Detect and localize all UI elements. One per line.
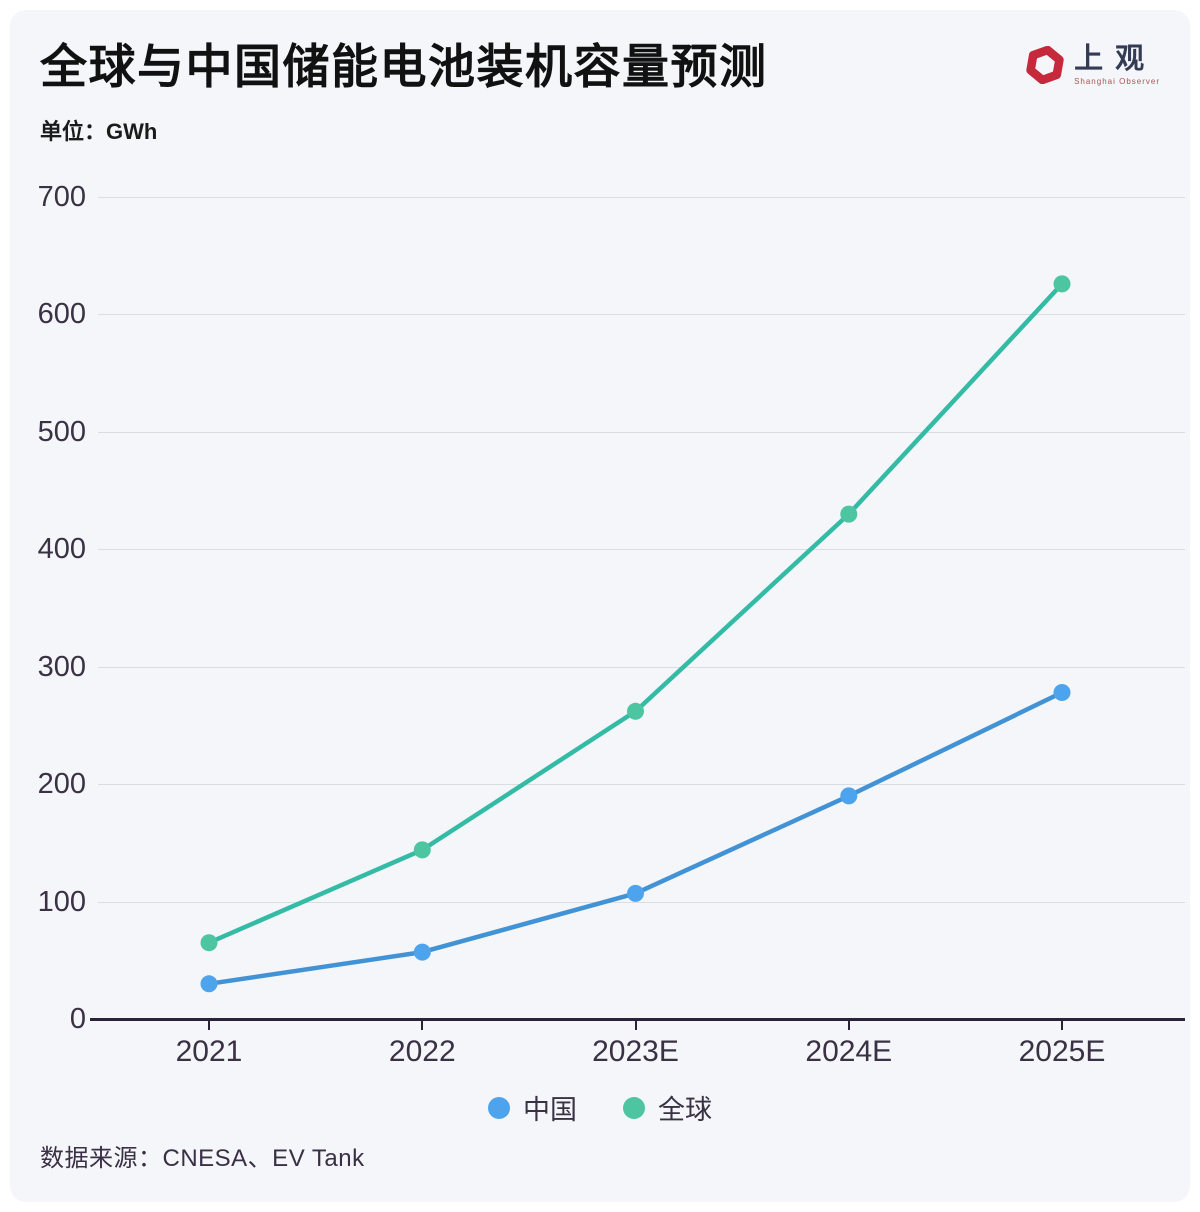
chart-legend: 中国 全球 xyxy=(10,1088,1190,1127)
data-point xyxy=(840,787,858,805)
legend-label-global: 全球 xyxy=(658,1095,712,1125)
data-source: 数据来源：CNESA、EV Tank xyxy=(40,1145,365,1172)
x-axis-line xyxy=(90,1018,1185,1021)
x-axis-tick-label: 2023E xyxy=(592,1035,679,1068)
unit-label: 单位：GWh xyxy=(40,119,158,144)
data-point xyxy=(1053,684,1071,701)
legend-item-global: 全球 xyxy=(623,1088,712,1127)
data-point xyxy=(413,841,431,859)
y-axis-tick-label: 300 xyxy=(37,650,86,683)
gridline xyxy=(98,666,1185,668)
legend-dot-global xyxy=(623,1096,645,1119)
data-point xyxy=(627,884,644,902)
series-line-0 xyxy=(206,690,1065,987)
plot-area xyxy=(200,275,1071,993)
x-axis-tick-label: 2025E xyxy=(1018,1035,1106,1068)
x-axis-tick xyxy=(1061,1021,1063,1030)
gridline xyxy=(98,314,1185,316)
y-axis-tick-label: 0 xyxy=(69,1003,86,1035)
page-title: 全球与中国储能电池装机容量预测 xyxy=(40,40,768,93)
x-axis-tick xyxy=(634,1021,637,1030)
data-point xyxy=(1053,275,1071,293)
chart-card: 全球与中国储能电池装机容量预测 上观 Shanghai Observer 单位：… xyxy=(10,10,1190,1202)
y-axis-tick-label: 700 xyxy=(37,181,86,213)
logo-text-block: 上观 Shanghai Observer xyxy=(1074,43,1160,86)
data-point xyxy=(200,934,218,952)
y-axis-tick-label: 400 xyxy=(37,533,86,566)
gridline xyxy=(98,901,1185,903)
x-axis-tick xyxy=(847,1021,850,1030)
line-chart: 0 100 200 300 400 500 600 700 2021 2022 2023E 2024E… xyxy=(10,160,1190,1090)
x-axis-tick-label: 2024E xyxy=(805,1035,893,1068)
legend-dot-china xyxy=(488,1096,510,1119)
legend-item-china: 中国 xyxy=(488,1088,577,1127)
x-axis-tick xyxy=(208,1021,210,1030)
gridline xyxy=(98,431,1185,433)
y-axis-tick-label: 100 xyxy=(37,885,86,918)
y-axis-tick-label: 500 xyxy=(37,415,86,448)
gridline xyxy=(98,784,1185,786)
y-axis-tick-label: 200 xyxy=(37,768,86,801)
shangguan-logo-icon xyxy=(1026,46,1064,84)
logo-text: 上观 xyxy=(1074,43,1157,75)
logo-subtext: Shanghai Observer xyxy=(1074,76,1160,86)
gridline xyxy=(98,197,1185,198)
x-axis-tick-label: 2021 xyxy=(175,1035,243,1068)
x-axis-tick-label: 2022 xyxy=(388,1035,456,1068)
series-line-1 xyxy=(206,281,1065,945)
shangguan-logo: 上观 Shanghai Observer xyxy=(1026,43,1160,86)
data-point xyxy=(413,943,431,961)
gridline xyxy=(98,549,1185,551)
y-axis-tick-label: 600 xyxy=(37,298,86,331)
x-axis-tick xyxy=(421,1021,424,1030)
data-point xyxy=(200,975,218,993)
data-point xyxy=(627,702,644,720)
data-point xyxy=(840,505,858,523)
legend-label-china: 中国 xyxy=(523,1095,577,1125)
